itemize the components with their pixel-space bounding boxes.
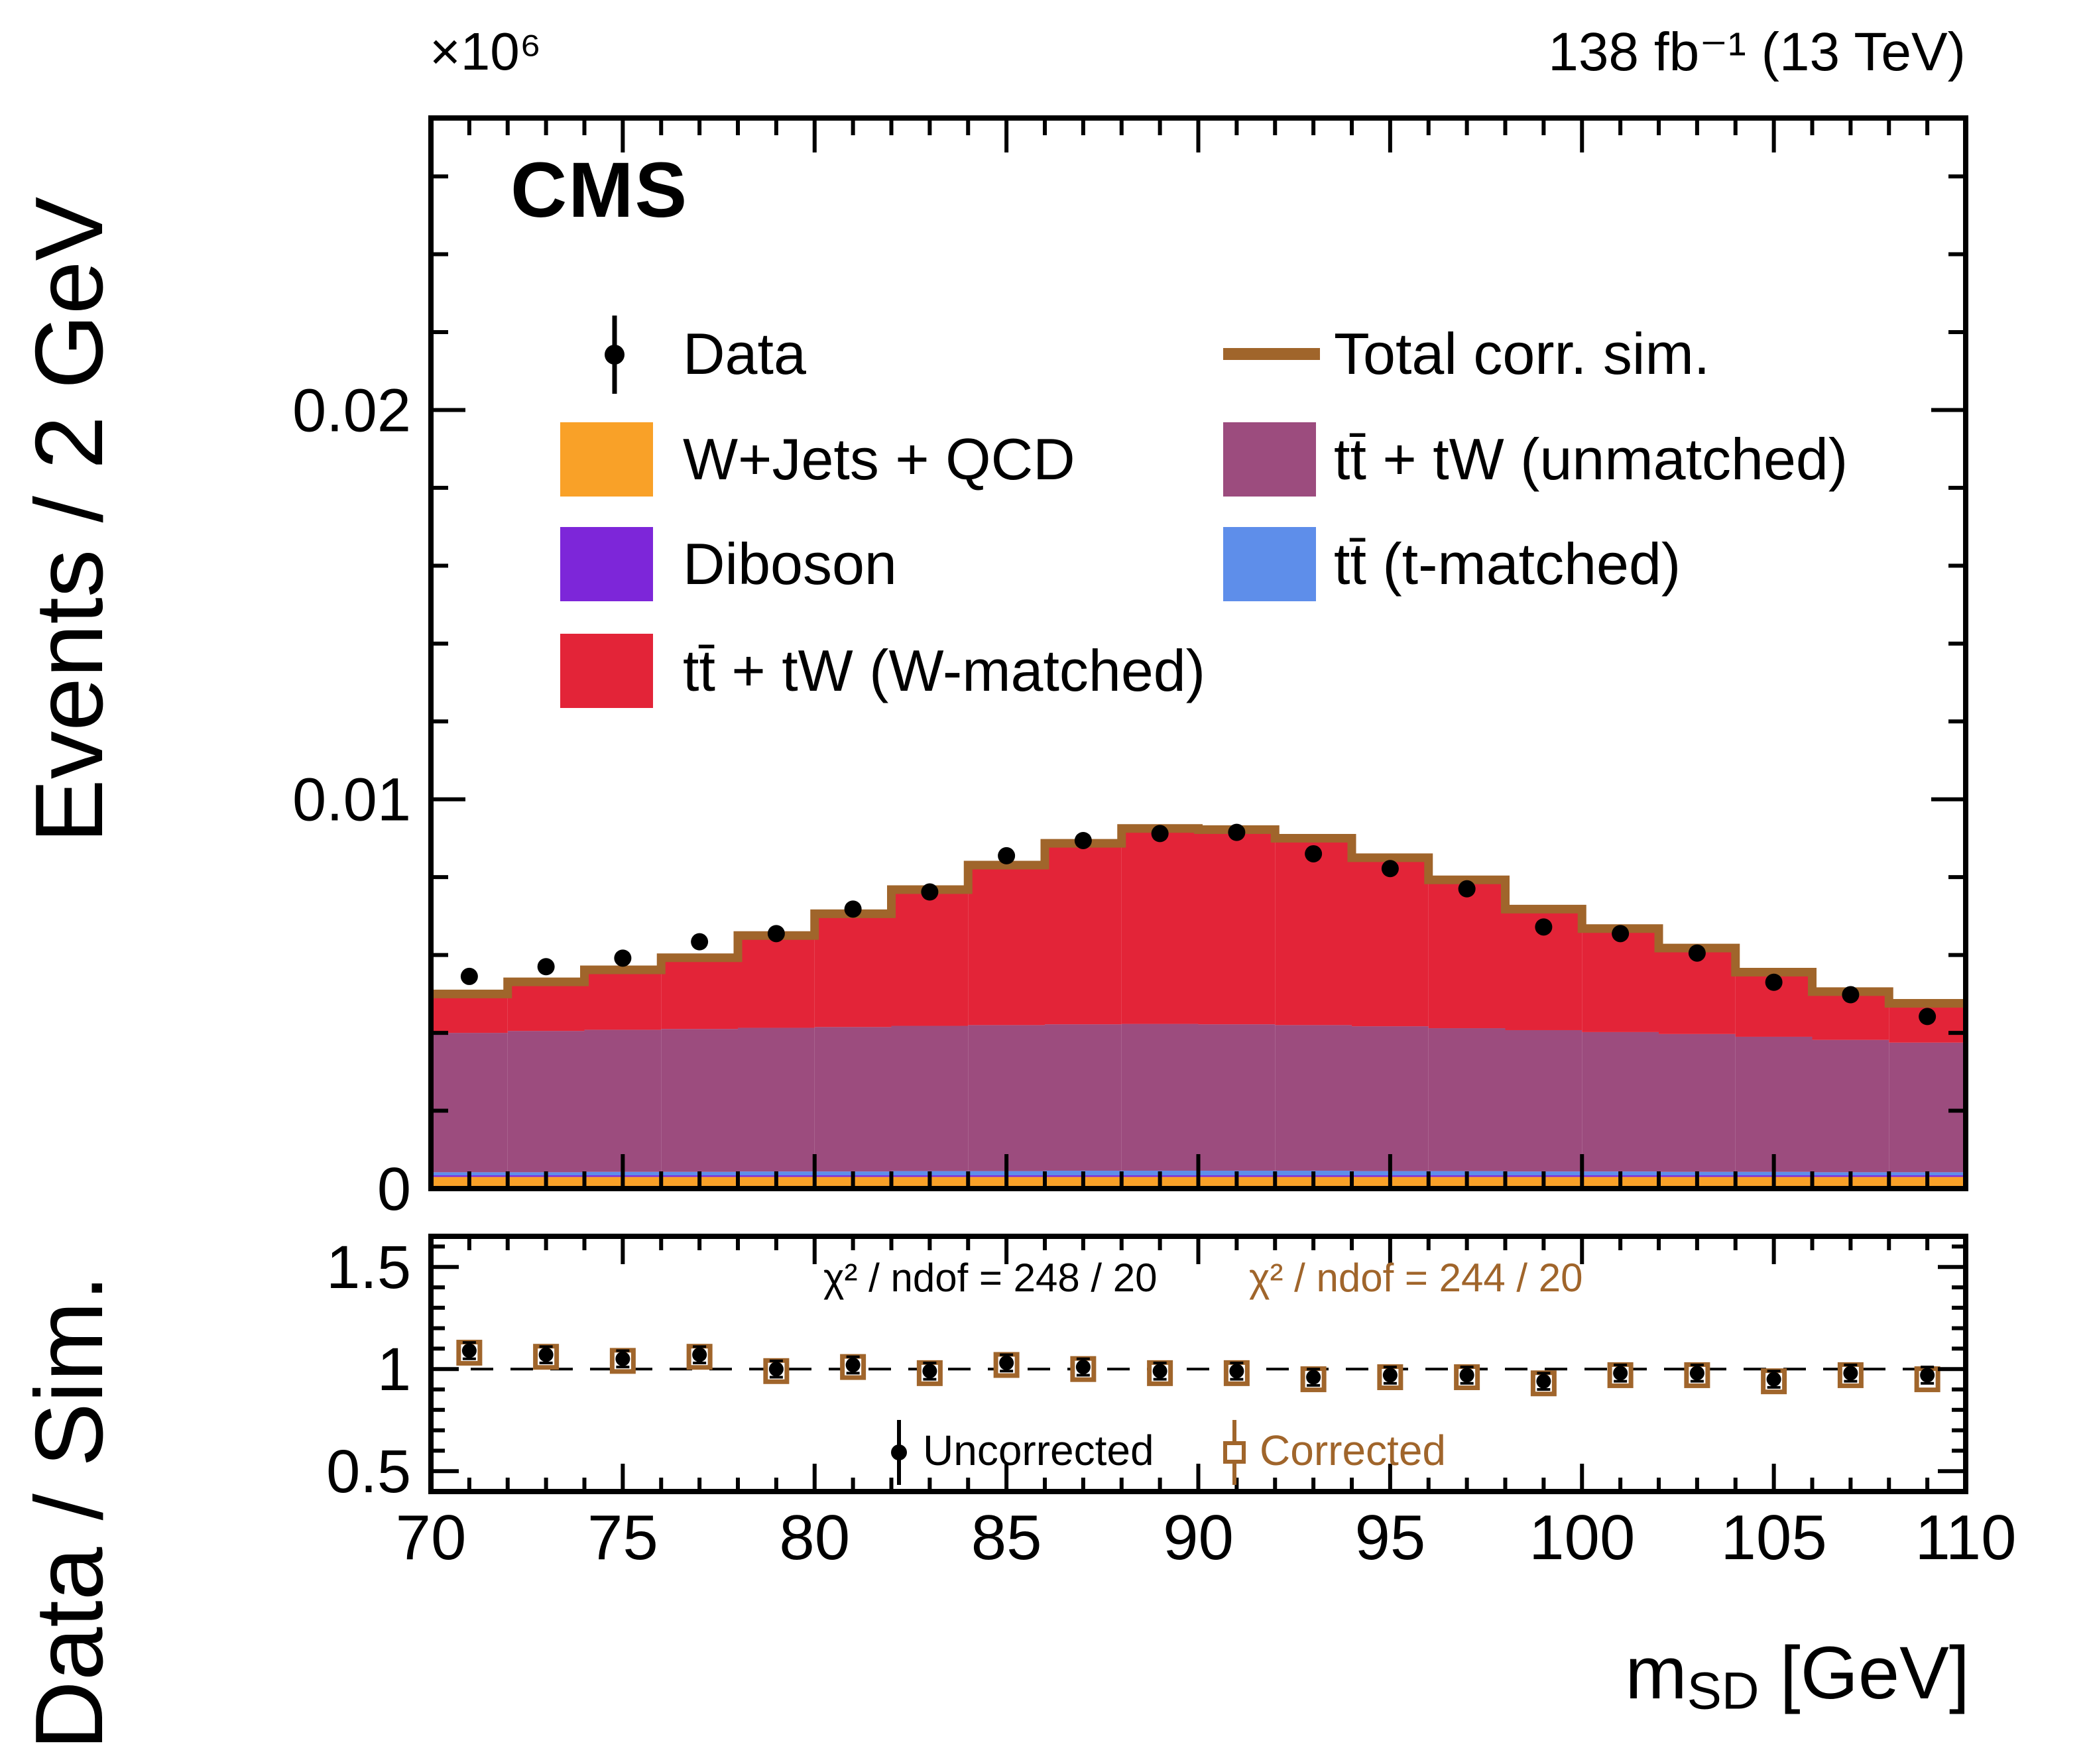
legend-diboson-label: Diboson xyxy=(683,531,897,597)
y-axis-title-ratio: Data / Sim. xyxy=(15,1274,123,1750)
svg-text:1: 1 xyxy=(377,1336,411,1403)
legend-unmatched-swatch xyxy=(1223,422,1316,497)
svg-text:0.5: 0.5 xyxy=(326,1438,411,1505)
x-axis-title-base: m xyxy=(1625,1631,1687,1714)
svg-text:80: 80 xyxy=(779,1502,850,1573)
svg-text:0.02: 0.02 xyxy=(292,377,411,444)
data-marker-icon xyxy=(600,312,629,400)
legend-tmatched-label: tt̄ (t-matched) xyxy=(1334,531,1681,597)
legend-tmatched-swatch xyxy=(1223,527,1316,601)
legend-data-label: Data xyxy=(683,321,806,386)
x-axis-title-unit: [GeV] xyxy=(1759,1631,1970,1714)
svg-text:85: 85 xyxy=(971,1502,1042,1573)
legend-wjets-swatch xyxy=(560,422,653,497)
uncorrected-label: Uncorrected xyxy=(923,1427,1154,1474)
svg-text:75: 75 xyxy=(587,1502,658,1573)
y-axis-exponent: ×10⁶ xyxy=(430,22,542,81)
svg-text:95: 95 xyxy=(1354,1502,1425,1573)
svg-text:1.5: 1.5 xyxy=(326,1234,411,1301)
svg-text:70: 70 xyxy=(396,1502,467,1573)
uncorrected-marker-icon xyxy=(887,1416,911,1492)
x-axis-title-sub: SD xyxy=(1687,1661,1760,1720)
svg-text:105: 105 xyxy=(1721,1502,1827,1573)
cms-label: CMS xyxy=(510,147,689,234)
lumi-label: 138 fb⁻¹ (13 TeV) xyxy=(1548,22,1966,82)
svg-text:0: 0 xyxy=(377,1155,411,1223)
legend-wmatched-label: tt̄ + tW (W-matched) xyxy=(683,638,1206,703)
legend-unmatched-label: tt̄ + tW (unmatched) xyxy=(1334,426,1848,492)
legend-diboson-swatch xyxy=(560,527,653,601)
svg-text:110: 110 xyxy=(1915,1502,2016,1573)
chi2-corrected-text: χ² / ndof = 244 / 20 xyxy=(1249,1256,1583,1300)
svg-text:100: 100 xyxy=(1529,1502,1635,1573)
chi2-uncorrected-text: χ² / ndof = 248 / 20 xyxy=(823,1256,1158,1300)
corrected-label: Corrected xyxy=(1260,1427,1446,1474)
legend-total-label: Total corr. sim. xyxy=(1334,321,1710,386)
legend-wmatched-swatch xyxy=(560,634,653,708)
legend-total-swatch xyxy=(1223,348,1320,360)
svg-text:0.01: 0.01 xyxy=(292,766,411,834)
legend-wjets-label: W+Jets + QCD xyxy=(683,426,1075,492)
corrected-marker-icon xyxy=(1221,1416,1248,1492)
y-axis-title-main: Events / 2 GeV xyxy=(15,196,123,843)
x-axis-title: mSD [GeV] xyxy=(1625,1636,1970,1717)
svg-text:90: 90 xyxy=(1163,1502,1234,1573)
